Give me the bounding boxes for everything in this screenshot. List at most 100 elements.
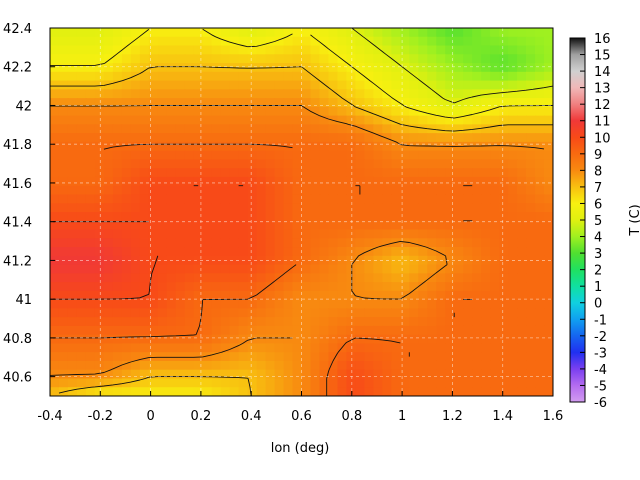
heatmap-cell — [319, 282, 330, 292]
heatmap-cell — [130, 343, 141, 353]
heatmap-cell — [355, 54, 365, 64]
heatmap-cell — [274, 212, 285, 222]
heatmap-cell — [184, 54, 195, 64]
heatmap-cell — [373, 212, 383, 222]
heatmap-cell — [391, 369, 401, 380]
heatmap-cell — [310, 360, 321, 371]
heatmap-cell — [238, 185, 249, 196]
heatmap-cell — [229, 168, 240, 178]
heatmap-cell — [499, 299, 509, 309]
heatmap-cell — [121, 247, 132, 257]
heatmap-cell — [436, 89, 446, 99]
heatmap-cell — [436, 229, 446, 239]
heatmap-cell — [130, 80, 141, 90]
heatmap-cell — [103, 124, 114, 134]
heatmap-cell — [121, 168, 132, 178]
heatmap-cell — [139, 54, 150, 64]
heatmap-cell — [517, 203, 527, 213]
heatmap-cell — [202, 133, 213, 143]
heatmap-cell — [166, 63, 177, 73]
heatmap-cell — [139, 352, 150, 362]
heatmap-cell — [265, 159, 276, 169]
heatmap-cell — [157, 159, 168, 169]
heatmap-cell — [103, 115, 114, 125]
heatmap-cell — [508, 282, 518, 292]
heatmap-cell — [283, 159, 294, 169]
heatmap-cell — [526, 203, 536, 213]
heatmap-cell — [508, 212, 518, 222]
heatmap-cell — [58, 220, 69, 231]
heatmap-cell — [418, 150, 428, 161]
heatmap-cell — [418, 45, 428, 55]
heatmap-cell — [193, 360, 204, 371]
heatmap-cell — [67, 203, 78, 213]
colorbar-tick-label: 14 — [594, 65, 611, 80]
heatmap-cell — [265, 80, 276, 90]
heatmap-cell — [202, 325, 213, 336]
heatmap-cell — [67, 124, 78, 134]
heatmap-cell — [202, 63, 213, 73]
heatmap-cell — [175, 159, 186, 169]
heatmap-cell — [346, 378, 356, 388]
heatmap-cell — [274, 282, 285, 292]
heatmap-cell — [94, 299, 105, 309]
heatmap-cell — [445, 203, 455, 213]
heatmap-cell — [463, 124, 473, 134]
heatmap-cell — [229, 54, 240, 64]
heatmap-cell — [535, 54, 545, 64]
heatmap-cell — [103, 141, 114, 152]
heatmap-cell — [58, 264, 69, 274]
heatmap-cell — [418, 282, 428, 292]
heatmap-cell — [265, 141, 276, 152]
heatmap-cell — [526, 325, 536, 336]
heatmap-cell — [499, 282, 509, 292]
heatmap-cell — [202, 220, 213, 231]
heatmap-cell — [166, 273, 177, 283]
heatmap-cell — [184, 28, 195, 38]
heatmap-cell — [391, 317, 401, 327]
heatmap-cell — [283, 176, 294, 187]
heatmap-cell — [337, 71, 348, 82]
heatmap-cell — [499, 185, 509, 196]
heatmap-cell — [391, 159, 401, 169]
heatmap-cell — [481, 176, 491, 187]
heatmap-cell — [481, 168, 491, 178]
heatmap-cell — [202, 229, 213, 239]
heatmap-cell — [535, 141, 545, 152]
heatmap-cell — [283, 98, 294, 108]
heatmap-cell — [364, 299, 374, 309]
heatmap-cell — [436, 282, 446, 292]
heatmap-cell — [85, 89, 96, 99]
heatmap-cell — [427, 98, 437, 108]
heatmap-cell — [76, 220, 87, 231]
heatmap-cell — [184, 194, 195, 204]
heatmap-cell — [50, 150, 60, 161]
heatmap-cell — [166, 176, 177, 187]
heatmap-cell — [301, 308, 312, 318]
heatmap-cell — [193, 378, 204, 388]
heatmap-cell — [283, 378, 294, 388]
heatmap-cell — [544, 141, 553, 152]
heatmap-cell — [85, 133, 96, 143]
heatmap-cell — [94, 212, 105, 222]
heatmap-cell — [256, 150, 267, 161]
heatmap-cell — [346, 387, 356, 396]
heatmap-cell — [400, 352, 410, 362]
heatmap-cell — [139, 141, 150, 152]
heatmap-cell — [337, 343, 348, 353]
heatmap-cell — [166, 194, 177, 204]
heatmap-cell — [94, 71, 105, 82]
heatmap-cell — [409, 343, 419, 353]
heatmap-cell — [283, 133, 294, 143]
heatmap-cell — [292, 133, 303, 143]
heatmap-cell — [517, 98, 527, 108]
heatmap-cell — [139, 334, 150, 345]
heatmap-cell — [166, 299, 177, 309]
heatmap-cell — [148, 229, 159, 239]
heatmap-cell — [85, 343, 96, 353]
heatmap-cell — [85, 220, 96, 231]
heatmap-cell — [229, 282, 240, 292]
heatmap-cell — [400, 80, 410, 90]
heatmap-cell — [544, 352, 553, 362]
heatmap-cell — [436, 168, 446, 178]
